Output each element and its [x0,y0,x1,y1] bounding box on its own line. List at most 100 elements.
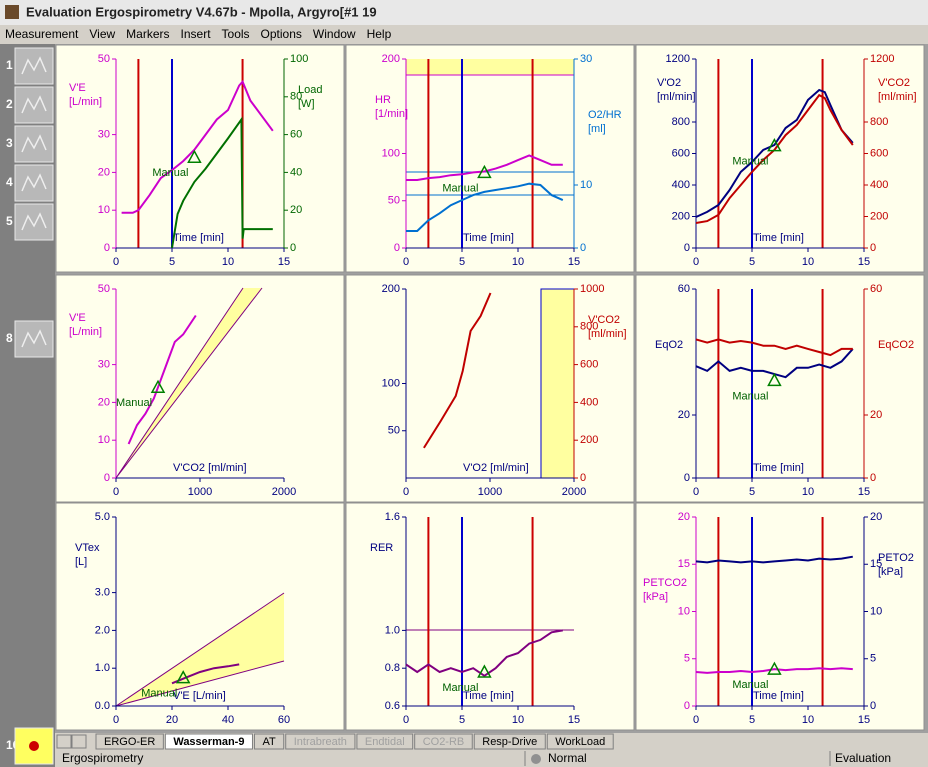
tab[interactable]: Intrabreath [294,736,347,748]
toolbar-number: 3 [6,136,13,150]
data-line [127,314,197,445]
y-tick-label: 10 [678,605,690,617]
y2-tick-label: 20 [870,511,882,523]
menu-item[interactable]: Help [367,27,392,41]
toolbar-button[interactable] [14,320,54,358]
toolbar-button[interactable] [14,164,54,202]
panel [635,274,925,503]
y2-tick-label: 20 [870,409,882,421]
status-bar [55,750,928,767]
data-line [405,629,563,678]
manual-point [477,664,492,678]
tab[interactable]: AT [262,736,276,748]
x-tick-label: 10 [512,256,524,268]
axis-label: [L] [75,556,87,568]
panel [635,44,925,273]
x-tick-label: 10 [802,486,814,498]
tab-nav-right[interactable] [71,734,87,749]
x-tick-label: 0 [693,714,699,726]
y-tick-label: 5 [684,653,690,665]
panel [55,274,345,503]
panel [345,44,635,273]
x-tick-label: 20 [166,714,178,726]
toolbar-button[interactable] [14,125,54,163]
x-tick-label: 2000 [562,486,586,498]
x-tick-label: 15 [858,486,870,498]
tab[interactable]: Resp-Drive [482,736,537,748]
y2-tick-label: 10 [580,179,592,191]
tab[interactable]: WorkLoad [555,736,605,748]
axis-label: [L/min] [69,96,102,108]
y-tick-label: 50 [388,425,400,437]
data-line [171,663,240,685]
y-tick-label: 30 [98,129,110,141]
toolbar-button[interactable] [14,203,54,241]
y-tick-label: 1200 [666,53,690,65]
tab-frame [414,733,473,750]
button-icon [21,56,47,75]
x-axis-label: Time [min] [753,232,804,244]
data-line [695,338,853,357]
x-tick-label: 40 [222,714,234,726]
axis-label: V'CO2 [878,77,910,89]
tab-frame [473,733,546,750]
y-tick-label: 0 [684,700,690,712]
y-tick-label: 200 [672,210,690,222]
data-line [695,667,853,674]
y-tick-label: 2.0 [95,624,110,636]
y-tick-label: 1.0 [95,662,110,674]
y2-tick-label: 30 [580,53,592,65]
axis-label: V'E [69,82,86,94]
y-tick-label: 20 [98,396,110,408]
reference-line [115,592,285,707]
y2-tick-label: 100 [290,53,308,65]
axis-label: V'O2 [657,77,681,89]
tab-nav-left[interactable] [56,734,72,749]
axis-label: HR [375,94,391,106]
y-tick-label: 0 [394,242,400,254]
shading [540,288,575,479]
data-line [695,93,854,224]
tab[interactable]: Wasserman-9 [173,736,244,748]
axis-label: EqO2 [655,339,683,351]
y2-tick-label: 200 [870,210,888,222]
menu-item[interactable]: Window [313,27,356,41]
x-axis-label: Time [min] [173,232,224,244]
manual-point [767,372,782,387]
tab[interactable]: ERGO-ER [104,736,155,748]
menu-item[interactable]: Markers [126,27,169,41]
x-axis-label: Time [min] [753,462,804,474]
x-tick-label: 1000 [478,486,502,498]
menu-item[interactable]: Insert [181,27,212,41]
axis-label: V'E [69,312,86,324]
menu-item[interactable]: Options [261,27,302,41]
y2-tick-label: 1200 [870,53,894,65]
reference-line [115,287,263,479]
axis-label: [ml/min] [657,91,696,103]
toolbar-button[interactable] [14,47,54,85]
toolbar-button[interactable] [14,86,54,124]
y-tick-label: 1.6 [385,511,400,523]
menu-item[interactable]: View [89,27,115,41]
panel [345,502,635,731]
menu-item[interactable]: Measurement [5,27,79,41]
tab[interactable]: Endtidal [365,736,405,748]
tab[interactable]: CO2-RB [423,736,465,748]
manual-point [150,379,166,394]
y2-tick-label: 15 [870,558,882,570]
y-tick-label: 20 [98,166,110,178]
data-line [695,88,854,218]
status-text: Normal [548,751,587,765]
x-tick-label: 5 [459,714,465,726]
annotation: Manual [442,682,478,694]
y2-tick-label: 600 [580,359,598,371]
y2-tick-label: 400 [580,396,598,408]
x-axis-label: V'O2 [ml/min] [463,462,529,474]
tab-frame [356,733,414,750]
x-tick-label: 0 [693,486,699,498]
data-line [171,116,273,249]
y2-tick-label: 800 [580,321,598,333]
manual-point [767,138,782,152]
menu-item[interactable]: Tools [222,27,250,41]
x-tick-label: 0 [113,486,119,498]
